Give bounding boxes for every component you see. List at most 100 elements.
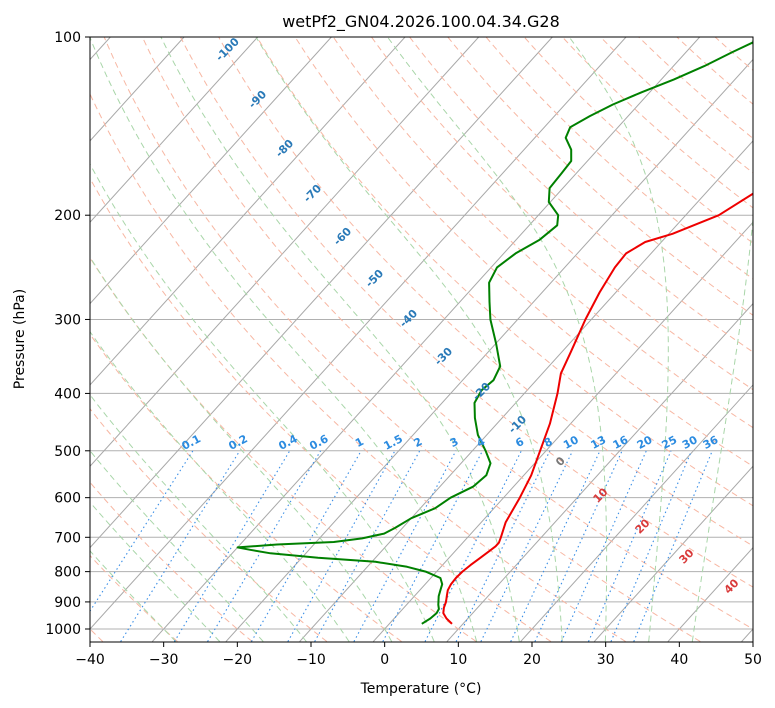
moist-adiabat-line xyxy=(160,37,520,642)
dry-adiabat-label: -90 xyxy=(246,88,269,111)
dry-adiabat-line xyxy=(714,37,753,71)
dry-adiabat-label: -50 xyxy=(363,267,386,290)
temperature-profile xyxy=(442,192,753,625)
dry-adiabat-line xyxy=(103,37,701,642)
y-tick-label: 700 xyxy=(54,530,81,546)
moist-adiabat-label: 30 xyxy=(677,546,697,566)
dry-adiabat-line xyxy=(90,481,253,642)
mixing-ratio-label: 0.1 xyxy=(180,432,203,453)
isotherm-line xyxy=(446,302,753,642)
moist-adiabat-line xyxy=(90,449,264,642)
dry-adiabat-line xyxy=(90,177,552,642)
mixing-ratio-label: 30 xyxy=(680,433,700,452)
dry-adiabat-line xyxy=(562,37,753,209)
dry-adiabat-line xyxy=(371,37,753,391)
dry-adiabat-label: -10 xyxy=(506,413,529,436)
x-axis-title: Temperature (°C) xyxy=(360,681,482,697)
moist-adiabat-line xyxy=(90,163,435,642)
y-tick-label: 1000 xyxy=(45,622,81,638)
dry-adiabat-line xyxy=(523,37,753,244)
dry-adiabat-line xyxy=(409,37,753,353)
isotherm-line xyxy=(90,37,406,386)
mixing-ratio-line xyxy=(534,450,623,642)
dry-adiabat-line xyxy=(180,37,753,588)
mixing-ratio-label: 2 xyxy=(412,435,425,450)
profile-lines xyxy=(236,41,753,625)
isotherm-line xyxy=(90,37,480,468)
mixing-ratio-label: 16 xyxy=(611,433,631,452)
mixing-ratio-label: 10 xyxy=(561,433,581,452)
mixing-ratio-label: 36 xyxy=(701,433,721,452)
moist-adiabat-line xyxy=(90,501,221,642)
mixing-ratio-line xyxy=(588,450,672,642)
moist-adiabat-line xyxy=(90,37,478,642)
isotherm-line xyxy=(90,37,627,630)
mixing-ratio-line xyxy=(560,450,647,642)
chart-title: wetPf2_GN04.2026.100.04.34.G28 xyxy=(282,12,560,32)
isotherm-line xyxy=(151,37,701,642)
moist-adiabat-line xyxy=(90,256,393,642)
y-tick-label: 900 xyxy=(54,595,81,611)
moist-adiabat-label: 10 xyxy=(591,485,611,505)
isotherm-line xyxy=(90,37,185,142)
mixing-ratio-label: 0.4 xyxy=(276,432,300,453)
mixing-ratio-label: 4 xyxy=(474,435,487,450)
y-tick-label: 300 xyxy=(54,312,81,328)
moist-adiabat-label: 0 xyxy=(553,454,568,469)
mixing-ratio-label: 6 xyxy=(513,435,526,450)
dry-adiabat-line xyxy=(90,256,477,642)
dry-adiabat-line xyxy=(90,92,626,642)
mixing-ratio-line xyxy=(455,450,551,642)
x-tick-label: −20 xyxy=(223,652,253,668)
dry-adiabat-line xyxy=(447,37,753,316)
moist-adiabat-line xyxy=(387,37,608,642)
mixing-ratio-line xyxy=(250,450,362,642)
x-tick-label: 50 xyxy=(744,652,762,668)
mixing-ratio-line xyxy=(173,450,291,642)
dry-adiabat-label: -80 xyxy=(273,137,296,160)
dry-adiabat-line xyxy=(638,37,753,139)
dry-adiabat-line xyxy=(752,37,753,38)
mixing-ratio-line xyxy=(314,450,421,642)
mixing-ratio-line xyxy=(353,450,457,642)
mixing-ratio-label: 1.5 xyxy=(382,432,405,453)
isotherm-line xyxy=(90,37,259,223)
x-tick-label: −40 xyxy=(75,652,105,668)
moist-adiabat-line xyxy=(90,330,350,642)
dry-adiabat-label: -60 xyxy=(331,225,354,248)
mixing-ratio-label: 20 xyxy=(635,433,655,452)
isotherm-line xyxy=(593,465,753,642)
x-tick-label: 0 xyxy=(380,652,389,668)
y-tick-label: 100 xyxy=(54,30,81,46)
x-tick-label: 40 xyxy=(670,652,688,668)
moist-adiabat-line xyxy=(568,37,669,642)
dry-adiabat-label: -30 xyxy=(432,345,455,368)
mixing-ratio-line xyxy=(382,450,484,642)
mixing-ratio-line xyxy=(120,450,241,642)
x-tick-label: 20 xyxy=(523,652,541,668)
dry-adiabat-line xyxy=(90,407,328,642)
moist-adiabat-line xyxy=(90,550,177,642)
isotherm-line xyxy=(520,384,753,642)
isotherm-line xyxy=(225,58,753,642)
y-tick-label: 600 xyxy=(54,491,81,507)
y-tick-label: 400 xyxy=(54,386,81,402)
mixing-ratio-line xyxy=(510,450,601,642)
mixing-ratio-line xyxy=(90,450,194,613)
isotherm-line xyxy=(372,221,753,642)
mixing-ratio-line xyxy=(610,450,693,642)
moist-adiabat-line xyxy=(255,37,563,642)
x-tick-label: 30 xyxy=(597,652,615,668)
x-tick-label: −10 xyxy=(296,652,326,668)
axes: −40 −30 −20 −10 0 10 20 30 40 5010020030040050060… xyxy=(45,30,762,668)
y-tick-label: 500 xyxy=(54,444,81,460)
mixing-ratio-label: 13 xyxy=(589,433,609,452)
mixing-ratio-line xyxy=(207,450,322,642)
mixing-ratio-line xyxy=(633,450,713,642)
x-tick-label: −30 xyxy=(149,652,179,668)
x-tick-label: 10 xyxy=(449,652,467,668)
dry-adiabat-line xyxy=(90,333,402,642)
plot-frame xyxy=(89,36,754,643)
dry-adiabat-line xyxy=(256,37,753,507)
